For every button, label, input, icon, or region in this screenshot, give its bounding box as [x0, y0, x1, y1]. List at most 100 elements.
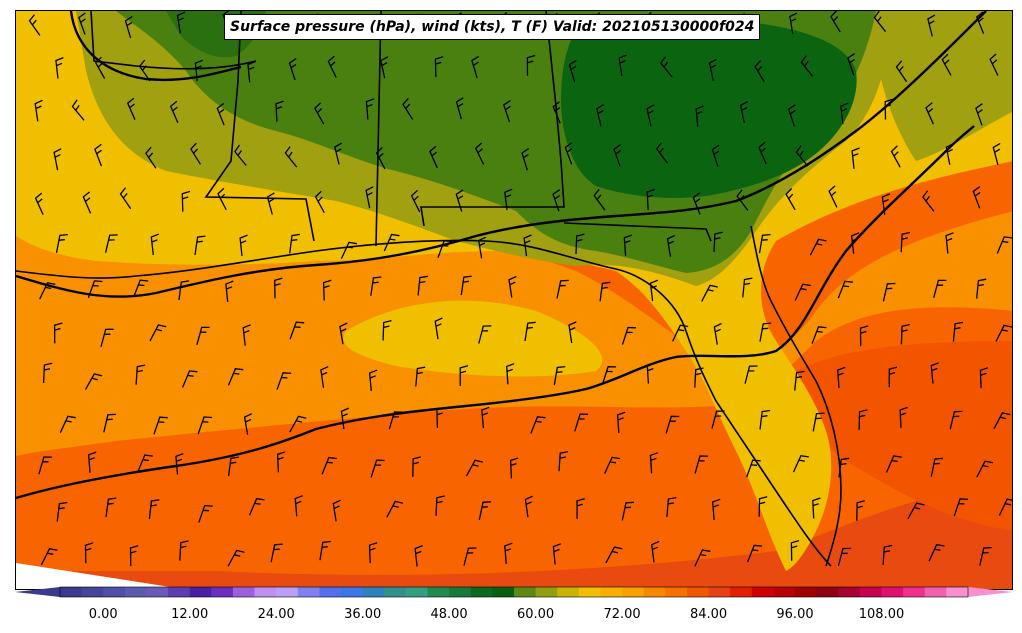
hot-ocean-region [16, 481, 1012, 589]
map-panel [15, 10, 1013, 590]
colorbar-cell [924, 587, 947, 597]
wind-barb [851, 147, 860, 169]
wind-barb [53, 148, 62, 171]
wind-barb [881, 193, 891, 215]
colorbar-cell [730, 587, 753, 597]
wind-barb [759, 322, 772, 342]
wind-barb [198, 504, 213, 523]
wind-barb [503, 99, 511, 123]
wind-barb [672, 324, 689, 342]
wind-barb [104, 234, 118, 253]
wind-barb [82, 191, 92, 214]
colorbar-cell [276, 587, 299, 597]
wind-barb [178, 280, 190, 300]
colorbar-cell [514, 587, 537, 597]
wind-barb [314, 102, 325, 125]
colorbar-cell [211, 587, 234, 597]
wind-barb [552, 543, 562, 565]
wind-barb [56, 501, 68, 522]
wind-barb [945, 143, 954, 166]
wind-barb [410, 189, 421, 213]
wind-barb [436, 406, 445, 428]
wind-barb [382, 319, 392, 341]
wind-barb [340, 241, 358, 259]
wind-barb [504, 188, 513, 211]
wind-barb [711, 144, 720, 167]
wind-barb [129, 545, 139, 567]
wind-barb [289, 415, 307, 433]
wind-barb [895, 60, 908, 83]
wind-barb [176, 11, 186, 34]
wind-barb [794, 370, 805, 391]
wind-barb [415, 366, 426, 387]
colorbar-tick-label: 48.00 [430, 607, 468, 622]
wind-barb [711, 410, 725, 429]
wind-barb [55, 233, 68, 254]
wind-barb [234, 144, 247, 166]
wind-barb [248, 497, 265, 516]
wind-barb [225, 280, 234, 302]
wind-barb [190, 142, 201, 165]
wind-barb [754, 60, 765, 83]
colorbar-tick-label: 0.00 [88, 607, 118, 622]
wind-barb [976, 278, 987, 299]
wind-barb [975, 103, 983, 126]
colorbar-tick-label: 60.00 [516, 607, 555, 622]
wind-barb [239, 234, 248, 257]
wind-barb [746, 459, 761, 478]
colorbar-cell [816, 587, 839, 597]
wind-barb [992, 142, 1001, 165]
wind-barb [552, 101, 561, 124]
wind-barb [386, 500, 404, 518]
colorbar-cell [708, 587, 731, 597]
wind-barb [145, 146, 157, 169]
colorbar-cell [124, 587, 147, 597]
wind-barb [84, 542, 94, 564]
wind-barbs [28, 11, 1012, 567]
wind-barb [334, 142, 343, 165]
wind-barb [882, 544, 893, 566]
wind-barb [604, 456, 621, 474]
wind-barb [275, 100, 284, 122]
wind-barb [434, 56, 444, 78]
wind-barb [42, 362, 53, 384]
wind-barb [242, 324, 251, 346]
wind-barb [276, 451, 286, 473]
wind-barb [294, 495, 303, 517]
wind-barb [996, 236, 1012, 254]
wind-barb [87, 280, 103, 299]
colorbar-cell [254, 587, 277, 597]
colorbar-cell [946, 587, 969, 597]
wind-barb [455, 189, 464, 212]
wind-barb [900, 231, 911, 253]
wind-barb [666, 234, 675, 257]
colorbar-low-extension [15, 587, 60, 597]
wind-barb [979, 367, 989, 389]
wind-barb [928, 543, 945, 562]
wind-barb [84, 373, 103, 390]
colorbar-cell [622, 587, 645, 597]
wind-barb [119, 187, 132, 210]
wind-barb [322, 279, 332, 301]
wind-barb [972, 186, 981, 209]
wind-barb [850, 232, 860, 254]
wind-barb [138, 59, 151, 82]
wind-barb [417, 275, 428, 296]
colorbar-cell [665, 587, 688, 597]
wind-barb [976, 11, 985, 34]
wind-barb [169, 100, 179, 124]
wind-barb [289, 321, 305, 340]
wind-barb [695, 105, 704, 127]
colorbar-tick-label: 108.00 [858, 607, 905, 622]
colorbar-cell [881, 587, 904, 597]
colorbar-cell [686, 587, 710, 597]
wind-barb [526, 54, 536, 76]
state-boundaries [16, 11, 842, 567]
wind-barb [995, 324, 1012, 342]
wind-barb [998, 498, 1012, 516]
wind-barb [370, 459, 385, 478]
wind-barb [613, 144, 621, 167]
wind-barb [785, 188, 796, 211]
wind-barb [873, 11, 887, 33]
wind-barb [558, 450, 569, 472]
